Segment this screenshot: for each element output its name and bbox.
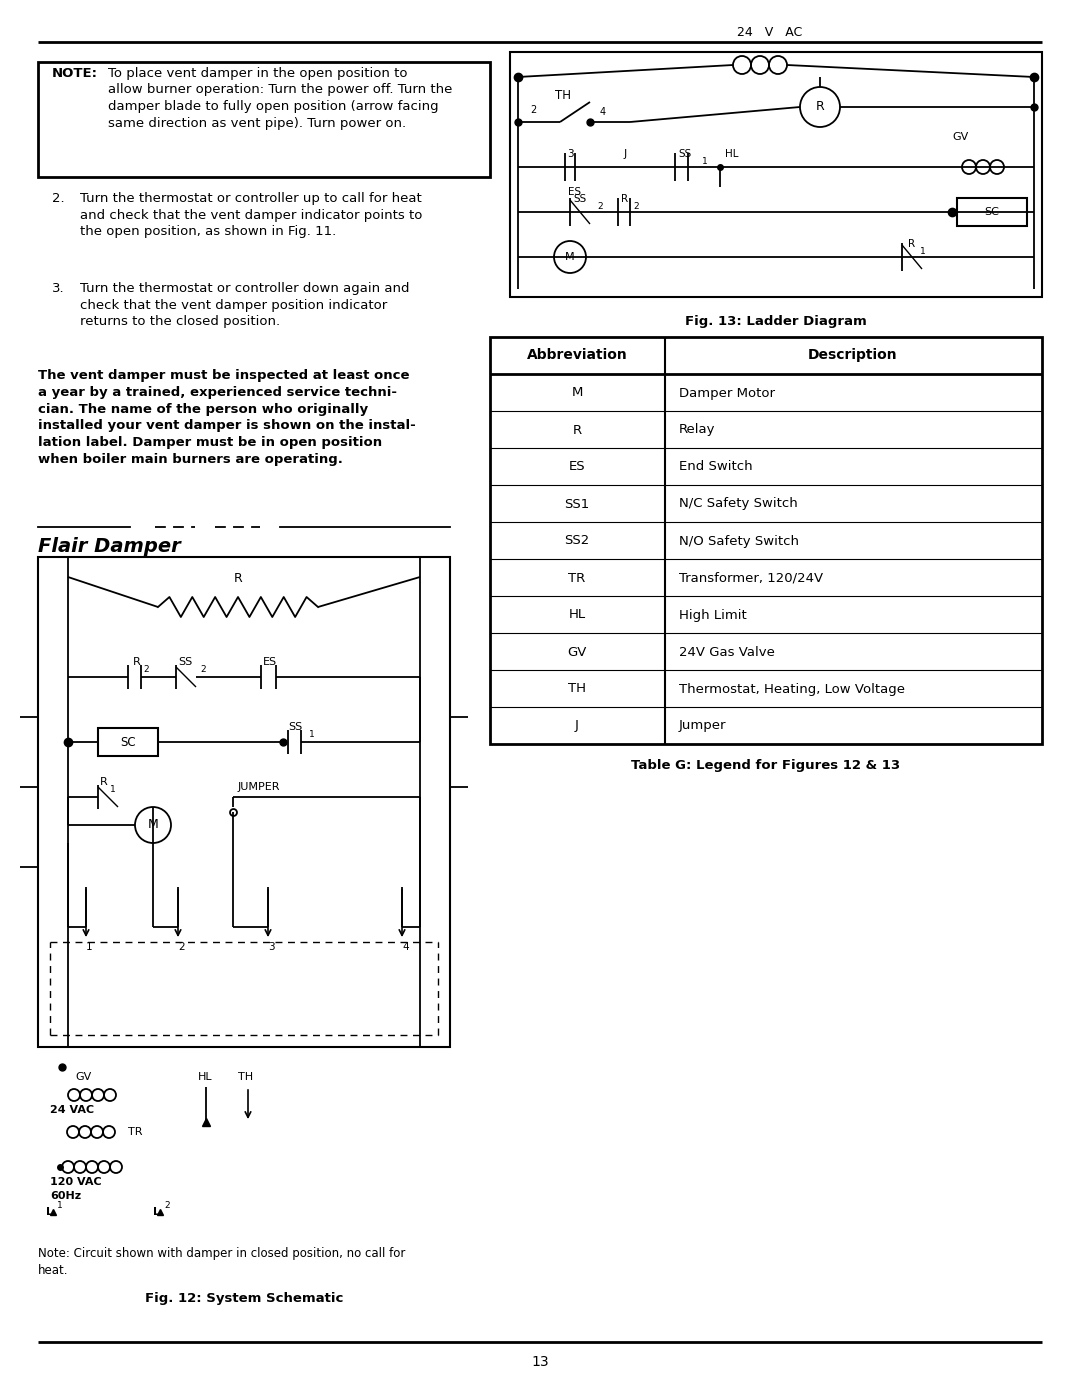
Bar bbox=[510, 52, 1042, 298]
Bar bbox=[957, 198, 1027, 226]
Text: R: R bbox=[233, 571, 242, 585]
Text: R: R bbox=[908, 239, 916, 249]
Text: 4: 4 bbox=[402, 942, 408, 951]
Text: L: L bbox=[153, 1207, 160, 1217]
Text: JUMPER: JUMPER bbox=[238, 782, 281, 792]
Text: 2.: 2. bbox=[52, 191, 65, 205]
Text: 2: 2 bbox=[178, 942, 185, 951]
Text: HL: HL bbox=[198, 1071, 213, 1083]
Bar bbox=[38, 61, 490, 177]
Text: 1: 1 bbox=[702, 156, 707, 166]
Text: Relay: Relay bbox=[679, 423, 715, 436]
Text: Transformer, 120/24V: Transformer, 120/24V bbox=[679, 571, 823, 584]
Text: 2: 2 bbox=[164, 1201, 170, 1210]
Text: Description: Description bbox=[808, 348, 897, 362]
Text: ES: ES bbox=[568, 187, 581, 197]
Text: 24V Gas Valve: 24V Gas Valve bbox=[679, 645, 774, 658]
Text: TR: TR bbox=[568, 571, 585, 584]
Text: Flair Damper: Flair Damper bbox=[38, 536, 180, 556]
Text: GV: GV bbox=[75, 1071, 91, 1083]
Text: R: R bbox=[133, 657, 140, 666]
Text: Abbreviation: Abbreviation bbox=[527, 348, 627, 362]
Text: SC: SC bbox=[120, 735, 136, 749]
Text: Damper Motor: Damper Motor bbox=[679, 387, 775, 400]
Text: R: R bbox=[100, 777, 108, 787]
Bar bbox=[38, 557, 450, 1046]
Text: 120 VAC: 120 VAC bbox=[50, 1178, 102, 1187]
Text: 3.: 3. bbox=[52, 282, 65, 295]
Text: 1: 1 bbox=[57, 1201, 63, 1210]
Text: M: M bbox=[571, 387, 583, 400]
Text: J: J bbox=[623, 149, 626, 159]
Text: M: M bbox=[565, 251, 575, 263]
Text: J: J bbox=[575, 719, 579, 732]
Text: Jumper: Jumper bbox=[679, 719, 727, 732]
Text: Fig. 12: System Schematic: Fig. 12: System Schematic bbox=[145, 1292, 343, 1305]
Text: 2: 2 bbox=[633, 203, 638, 211]
Text: 4: 4 bbox=[600, 108, 606, 117]
Text: 3: 3 bbox=[268, 942, 274, 951]
Text: Thermostat, Heating, Low Voltage: Thermostat, Heating, Low Voltage bbox=[679, 683, 905, 696]
Text: 2: 2 bbox=[597, 203, 603, 211]
Text: End Switch: End Switch bbox=[679, 461, 753, 474]
Text: SS2: SS2 bbox=[565, 535, 590, 548]
Text: 60Hz: 60Hz bbox=[50, 1192, 81, 1201]
Text: To place vent damper in the open position to
allow burner operation: Turn the po: To place vent damper in the open positio… bbox=[108, 67, 453, 130]
Text: N/O Safety Switch: N/O Safety Switch bbox=[679, 535, 799, 548]
Text: 24   V   AC: 24 V AC bbox=[738, 27, 802, 39]
Text: 1: 1 bbox=[86, 942, 93, 951]
Text: TH: TH bbox=[568, 683, 586, 696]
Text: SC: SC bbox=[985, 207, 999, 217]
Text: 1: 1 bbox=[309, 731, 314, 739]
Text: M: M bbox=[148, 819, 159, 831]
Text: L: L bbox=[46, 1207, 53, 1217]
Text: HL: HL bbox=[725, 149, 739, 159]
Text: NOTE:: NOTE: bbox=[52, 67, 98, 80]
Text: 24 VAC: 24 VAC bbox=[50, 1105, 94, 1115]
Text: 2: 2 bbox=[530, 105, 537, 115]
Text: SS1: SS1 bbox=[565, 497, 590, 510]
Text: Turn the thermostat or controller up to call for heat
and check that the vent da: Turn the thermostat or controller up to … bbox=[80, 191, 422, 237]
Text: TH: TH bbox=[238, 1071, 253, 1083]
Text: 3: 3 bbox=[567, 149, 573, 159]
Text: High Limit: High Limit bbox=[679, 609, 746, 622]
Text: R: R bbox=[815, 101, 824, 113]
Text: SS: SS bbox=[288, 722, 302, 732]
Text: GV: GV bbox=[951, 131, 969, 142]
Bar bbox=[98, 728, 158, 756]
Text: TR: TR bbox=[129, 1127, 143, 1137]
Text: GV: GV bbox=[567, 645, 586, 658]
Text: 13: 13 bbox=[531, 1355, 549, 1369]
Text: The vent damper must be inspected at least once
a year by a trained, experienced: The vent damper must be inspected at lea… bbox=[38, 369, 416, 467]
Text: TH: TH bbox=[555, 89, 571, 102]
Text: 2: 2 bbox=[143, 665, 149, 673]
Text: Note: Circuit shown with damper in closed position, no call for
heat.: Note: Circuit shown with damper in close… bbox=[38, 1248, 405, 1277]
Text: SS: SS bbox=[178, 657, 192, 666]
Text: N/C Safety Switch: N/C Safety Switch bbox=[679, 497, 798, 510]
Text: R: R bbox=[621, 194, 629, 204]
Text: SS: SS bbox=[678, 149, 691, 159]
Text: Fig. 13: Ladder Diagram: Fig. 13: Ladder Diagram bbox=[685, 314, 867, 328]
Bar bbox=[490, 337, 1042, 745]
Text: R: R bbox=[572, 423, 581, 436]
Text: Turn the thermostat or controller down again and
check that the vent damper posi: Turn the thermostat or controller down a… bbox=[80, 282, 409, 328]
Text: 1: 1 bbox=[920, 247, 926, 256]
Text: 2: 2 bbox=[200, 665, 205, 673]
Text: Table G: Legend for Figures 12 & 13: Table G: Legend for Figures 12 & 13 bbox=[632, 759, 901, 773]
Text: 1: 1 bbox=[110, 785, 116, 793]
Text: ES: ES bbox=[569, 461, 585, 474]
Text: SS: SS bbox=[573, 194, 586, 204]
Text: ES: ES bbox=[264, 657, 278, 666]
Text: HL: HL bbox=[568, 609, 585, 622]
